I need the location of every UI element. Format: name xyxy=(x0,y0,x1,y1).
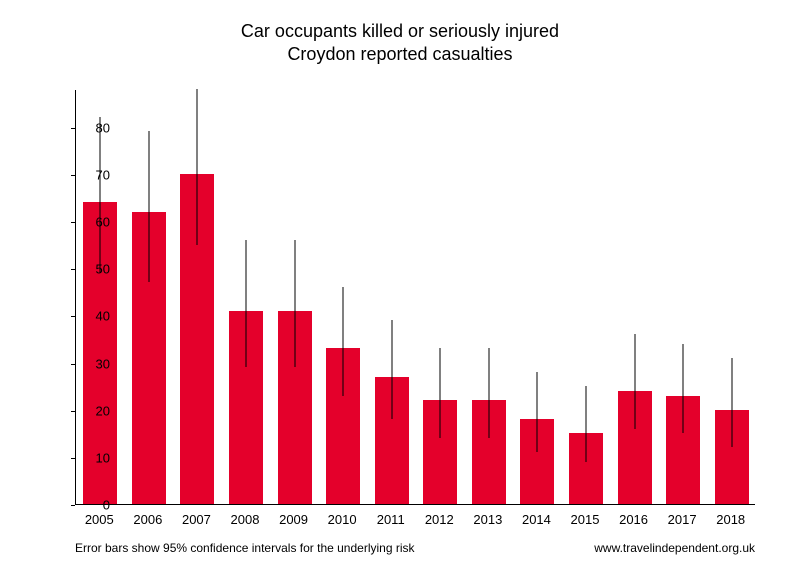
x-tick-label: 2006 xyxy=(133,512,162,527)
y-tick-label: 60 xyxy=(80,215,110,230)
error-bar xyxy=(246,240,247,367)
y-tick-mark xyxy=(71,364,75,365)
y-tick-mark xyxy=(71,411,75,412)
x-tick-label: 2009 xyxy=(279,512,308,527)
footer-note-left: Error bars show 95% confidence intervals… xyxy=(75,541,415,555)
y-tick-mark xyxy=(71,505,75,506)
x-tick-label: 2015 xyxy=(571,512,600,527)
x-tick-label: 2017 xyxy=(668,512,697,527)
error-bar xyxy=(391,320,392,419)
plot-area xyxy=(75,90,755,505)
y-tick-label: 20 xyxy=(80,403,110,418)
y-tick-label: 50 xyxy=(80,262,110,277)
error-bar xyxy=(731,358,732,448)
error-bar xyxy=(683,344,684,434)
x-tick-label: 2016 xyxy=(619,512,648,527)
x-tick-label: 2014 xyxy=(522,512,551,527)
x-tick-label: 2013 xyxy=(473,512,502,527)
error-bar xyxy=(148,131,149,282)
x-tick-label: 2008 xyxy=(231,512,260,527)
y-tick-mark xyxy=(71,316,75,317)
error-bar xyxy=(586,386,587,461)
chart-container: Car occupants killed or seriously injure… xyxy=(0,0,800,580)
chart-title-line2: Croydon reported casualties xyxy=(0,43,800,66)
footer-note-right: www.travelindependent.org.uk xyxy=(594,541,755,555)
chart-title-block: Car occupants killed or seriously injure… xyxy=(0,20,800,67)
chart-title-line1: Car occupants killed or seriously injure… xyxy=(0,20,800,43)
x-tick-label: 2012 xyxy=(425,512,454,527)
y-tick-mark xyxy=(71,175,75,176)
y-tick-label: 70 xyxy=(80,167,110,182)
error-bar xyxy=(294,240,295,367)
y-tick-mark xyxy=(71,222,75,223)
y-tick-label: 30 xyxy=(80,356,110,371)
error-bar xyxy=(537,372,538,452)
y-tick-mark xyxy=(71,269,75,270)
x-tick-label: 2018 xyxy=(716,512,745,527)
y-tick-label: 80 xyxy=(80,120,110,135)
error-bar xyxy=(197,89,198,245)
error-bar xyxy=(100,117,101,273)
x-tick-label: 2010 xyxy=(328,512,357,527)
error-bar xyxy=(343,287,344,395)
y-tick-label: 40 xyxy=(80,309,110,324)
y-tick-label: 10 xyxy=(80,450,110,465)
y-tick-label: 0 xyxy=(80,498,110,513)
x-tick-label: 2005 xyxy=(85,512,114,527)
error-bar xyxy=(488,348,489,438)
x-tick-label: 2007 xyxy=(182,512,211,527)
y-tick-mark xyxy=(71,458,75,459)
error-bar xyxy=(440,348,441,438)
y-tick-mark xyxy=(71,128,75,129)
error-bar xyxy=(634,334,635,428)
x-tick-label: 2011 xyxy=(377,512,405,527)
